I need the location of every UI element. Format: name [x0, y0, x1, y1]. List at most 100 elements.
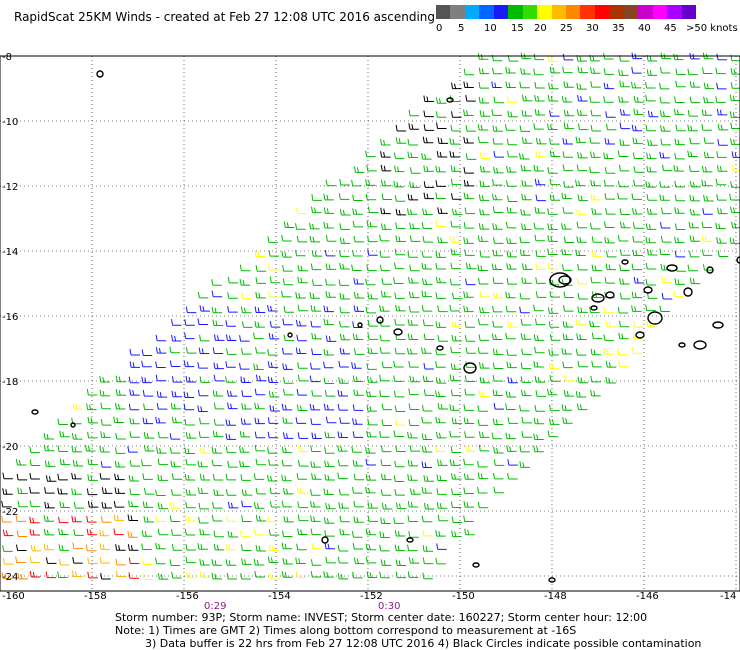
- wind-barb: [309, 375, 321, 383]
- wind-barb: [213, 374, 225, 382]
- wind-barb: [716, 151, 727, 158]
- wind-barb: [703, 137, 715, 144]
- wind-barb: [185, 501, 196, 509]
- wind-barb: [1, 515, 12, 523]
- wind-barb: [730, 206, 740, 214]
- wind-barb: [618, 95, 629, 103]
- wind-barb: [477, 277, 489, 285]
- wind-barb: [533, 445, 544, 453]
- wind-barb: [450, 389, 462, 397]
- wind-barb: [605, 111, 616, 118]
- wind-barb: [198, 502, 210, 510]
- wind-barb: [576, 333, 587, 340]
- wind-barb: [227, 501, 239, 509]
- wind-barb: [197, 291, 209, 299]
- wind-barb: [421, 515, 433, 523]
- wind-barb: [605, 123, 617, 131]
- wind-barb: [337, 445, 348, 452]
- wind-barb: [673, 290, 685, 298]
- legend-label: 30: [586, 23, 599, 34]
- wind-barb: [311, 332, 322, 340]
- wind-barb: [464, 445, 476, 452]
- wind-barb: [394, 195, 406, 202]
- wind-barb: [325, 502, 336, 510]
- wind-barb: [141, 530, 153, 537]
- wind-barb: [631, 81, 642, 89]
- wind-barb: [381, 278, 393, 285]
- wind-barb: [408, 305, 420, 313]
- wind-barb: [29, 516, 40, 524]
- wind-barb: [603, 152, 614, 160]
- wind-barb: [43, 515, 55, 522]
- longitude-label: -14: [720, 591, 736, 602]
- wind-barb: [239, 446, 250, 453]
- wind-barb: [324, 473, 335, 481]
- wind-barb: [463, 515, 474, 523]
- wind-barb: [507, 417, 519, 424]
- legend-label: 35: [612, 23, 625, 34]
- wind-barb: [395, 502, 407, 510]
- wind-barb: [59, 430, 70, 438]
- wind-barb: [267, 361, 279, 368]
- longitude-label: -146: [636, 591, 659, 602]
- wind-barb: [393, 277, 404, 284]
- wind-barb: [701, 221, 713, 229]
- wind-barb: [141, 376, 152, 384]
- wind-barb: [605, 208, 616, 215]
- wind-barb: [645, 223, 657, 230]
- wind-barb: [435, 97, 447, 104]
- wind-barb: [325, 556, 336, 564]
- wind-barb: [617, 234, 629, 242]
- wind-barb: [633, 179, 644, 187]
- wind-barb: [562, 361, 573, 369]
- wind-barb: [365, 447, 376, 454]
- wind-barb: [170, 489, 182, 496]
- wind-barb: [367, 235, 378, 243]
- wind-barb: [561, 248, 572, 256]
- wind-barb: [128, 376, 140, 384]
- wind-barb: [716, 108, 728, 116]
- wind-barb: [44, 487, 55, 494]
- wind-barb: [631, 67, 642, 74]
- wind-barb: [477, 419, 489, 426]
- wind-barb: [380, 179, 392, 187]
- wind-barb: [729, 111, 740, 118]
- wind-barb: [57, 418, 68, 426]
- wind-barb: [254, 250, 266, 257]
- wind-barb: [143, 515, 155, 523]
- wind-barb: [437, 207, 448, 214]
- wind-barb: [533, 68, 544, 76]
- wind-barb: [549, 178, 561, 186]
- wind-barb: [422, 529, 433, 537]
- wind-barb: [367, 333, 378, 340]
- wind-barb: [87, 431, 98, 439]
- wind-barb: [339, 178, 350, 186]
- wind-barb: [661, 164, 673, 172]
- wind-barb: [521, 431, 532, 438]
- wind-barb: [464, 431, 475, 438]
- wind-barb: [268, 250, 280, 257]
- wind-barb: [450, 220, 461, 228]
- wind-barb: [632, 235, 643, 243]
- wind-barb: [127, 446, 138, 453]
- wind-barb: [421, 433, 433, 440]
- wind-barb: [731, 221, 740, 229]
- wind-barb: [577, 292, 589, 300]
- wind-barb: [563, 374, 575, 382]
- wind-barb: [590, 151, 601, 158]
- wind-barb: [436, 474, 447, 481]
- wind-barb: [492, 277, 504, 284]
- wind-barb: [729, 94, 740, 102]
- wind-barb: [407, 208, 418, 215]
- wind-barb: [325, 291, 336, 298]
- wind-barb: [506, 237, 517, 244]
- wind-barb: [366, 430, 377, 438]
- wind-barb: [465, 278, 476, 286]
- wind-barb: [633, 321, 644, 328]
- wind-barb: [659, 221, 671, 229]
- wind-barb: [239, 278, 251, 286]
- wind-barb: [115, 375, 127, 383]
- wind-barb: [381, 361, 393, 369]
- wind-barb: [185, 556, 196, 564]
- wind-barb: [113, 528, 124, 536]
